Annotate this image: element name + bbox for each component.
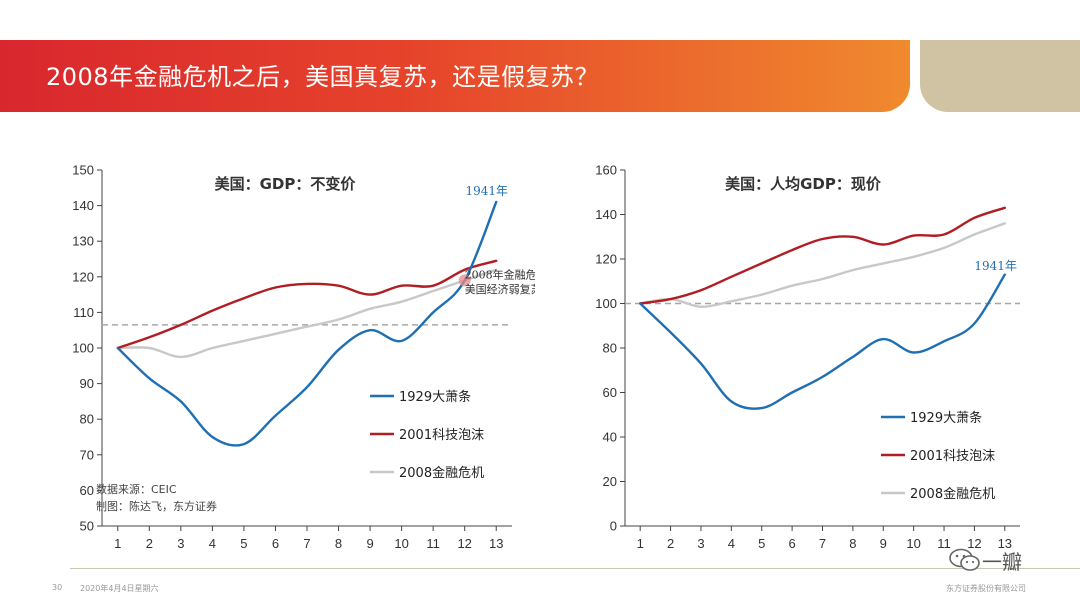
footer-company: 东方证券股份有限公司 (946, 584, 1026, 593)
y-tick-label: 160 (595, 163, 617, 178)
y-tick-label: 100 (72, 341, 94, 356)
x-tick-label: 7 (303, 536, 310, 551)
x-tick-label: 5 (240, 536, 247, 551)
x-tick-label: 1 (637, 536, 644, 551)
x-tick-label: 12 (967, 536, 981, 551)
y-tick-label: 80 (80, 412, 94, 427)
highlight-marker (458, 274, 471, 287)
x-tick-label: 13 (489, 536, 503, 551)
series-line-s2001 (116, 259, 498, 350)
y-tick-label: 60 (603, 385, 617, 400)
annotation: 1941年 (465, 184, 508, 198)
legend-label: 1929大萧条 (399, 389, 471, 405)
footer-divider (70, 568, 1080, 569)
legend-label: 2001科技泡沫 (399, 428, 484, 443)
y-tick-label: 100 (595, 296, 617, 311)
footer-date: 2020年4月4日星期六 (80, 584, 159, 593)
x-tick-label: 4 (728, 536, 735, 551)
legend-label: 2001科技泡沫 (910, 449, 995, 464)
x-tick-label: 10 (906, 536, 920, 551)
x-tick-label: 12 (457, 536, 471, 551)
chart-title: 美国：GDP：不变价 (215, 175, 357, 193)
x-tick-label: 9 (366, 536, 373, 551)
x-tick-label: 11 (937, 536, 951, 551)
series-line-s1929 (116, 200, 498, 447)
x-tick-label: 3 (697, 536, 704, 551)
x-tick-label: 2 (667, 536, 674, 551)
y-tick-label: 60 (80, 483, 94, 498)
footer-page-number: 30 (52, 583, 63, 592)
y-tick-label: 90 (80, 376, 94, 391)
x-tick-label: 5 (758, 536, 765, 551)
series-line-s2008 (116, 268, 498, 359)
y-tick-label: 120 (72, 269, 94, 284)
x-tick-label: 1 (114, 536, 121, 551)
title-banner: 2008年金融危机之后，美国真复苏，还是假复苏？ (0, 40, 910, 112)
x-tick-label: 8 (335, 536, 342, 551)
source-note: 数据来源：CEIC (96, 482, 177, 496)
y-tick-label: 130 (72, 234, 94, 249)
y-tick-label: 110 (73, 305, 94, 320)
y-tick-label: 140 (595, 207, 617, 222)
y-tick-label: 40 (603, 430, 617, 445)
decorative-tab (920, 40, 1080, 112)
annotation: 1941年 (974, 259, 1017, 273)
source-note: 制图：陈达飞，东方证券 (96, 499, 217, 513)
x-tick-label: 6 (272, 536, 279, 551)
y-tick-label: 80 (603, 341, 617, 356)
legend-label: 2008金融危机 (910, 486, 995, 502)
x-tick-label: 6 (788, 536, 795, 551)
y-tick-label: 50 (80, 519, 94, 534)
x-tick-label: 9 (880, 536, 887, 551)
series-line-s2001 (639, 206, 1006, 305)
x-tick-label: 3 (177, 536, 184, 551)
wechat-icon (949, 548, 980, 571)
y-tick-label: 20 (603, 474, 617, 489)
legend-label: 1929大萧条 (910, 410, 982, 426)
y-tick-label: 120 (595, 252, 617, 267)
y-tick-label: 0 (610, 519, 617, 534)
watermark-text: 一瓣 (982, 549, 1022, 574)
page-title: 2008年金融危机之后，美国真复苏，还是假复苏？ (46, 63, 600, 91)
annotation: 2008年金融危机后 (465, 268, 535, 282)
y-tick-label: 150 (72, 163, 94, 178)
x-tick-label: 2 (146, 536, 153, 551)
x-tick-label: 4 (209, 536, 216, 551)
y-tick-label: 140 (72, 198, 94, 213)
chart-title: 美国：人均GDP：现价 (725, 175, 882, 193)
x-tick-label: 7 (819, 536, 826, 551)
y-tick-label: 70 (80, 447, 94, 462)
series-line-s1929 (639, 273, 1006, 410)
series-line-s2008 (639, 222, 1006, 309)
annotation: 美国经济弱复苏 (465, 282, 535, 296)
x-tick-label: 11 (426, 536, 440, 551)
x-tick-label: 13 (998, 536, 1012, 551)
x-tick-label: 10 (394, 536, 408, 551)
x-tick-label: 8 (849, 536, 856, 551)
watermark: 一瓣 (948, 545, 1022, 575)
legend-label: 2008金融危机 (399, 465, 484, 481)
